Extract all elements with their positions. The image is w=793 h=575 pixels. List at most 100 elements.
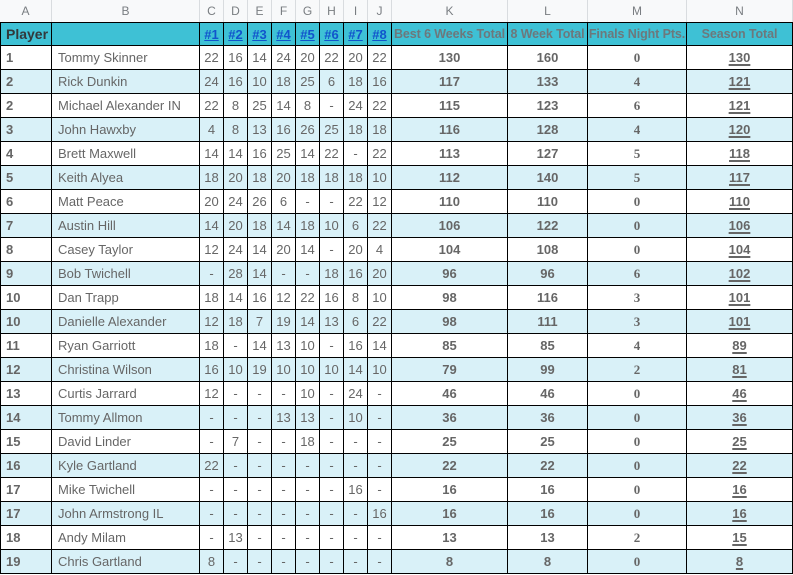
- eight-week-total-cell[interactable]: 128: [508, 118, 588, 142]
- week-2-score-cell[interactable]: 28: [224, 262, 248, 286]
- rank-cell[interactable]: 16: [0, 454, 52, 478]
- player-name-cell[interactable]: Christina Wilson: [52, 358, 200, 382]
- rank-cell[interactable]: 19: [0, 550, 52, 574]
- week-8-score-cell[interactable]: -: [368, 430, 392, 454]
- week-7-score-cell[interactable]: 16: [344, 478, 368, 502]
- week-6-link[interactable]: #6: [320, 22, 344, 46]
- week-8-score-cell[interactable]: -: [368, 454, 392, 478]
- finals-night-pts-cell[interactable]: 0: [588, 430, 687, 454]
- week-3-score-cell[interactable]: -: [248, 406, 272, 430]
- week-8-score-cell[interactable]: 16: [368, 502, 392, 526]
- week-6-score-cell[interactable]: 18: [320, 166, 344, 190]
- week-3-score-cell[interactable]: -: [248, 382, 272, 406]
- week-8-score-cell[interactable]: 10: [368, 166, 392, 190]
- season-total-cell[interactable]: 15: [687, 526, 793, 550]
- week-2-score-cell[interactable]: 16: [224, 70, 248, 94]
- week-4-score-cell[interactable]: 6: [272, 190, 296, 214]
- week-7-score-cell[interactable]: -: [344, 550, 368, 574]
- player-name-cell[interactable]: Michael Alexander IN: [52, 94, 200, 118]
- best-6-weeks-total-cell[interactable]: 117: [392, 70, 508, 94]
- week-1-score-cell[interactable]: 16: [200, 358, 224, 382]
- week-1-score-cell[interactable]: -: [200, 478, 224, 502]
- week-8-score-cell[interactable]: 14: [368, 334, 392, 358]
- rank-cell[interactable]: 17: [0, 502, 52, 526]
- week-7-score-cell[interactable]: 10: [344, 406, 368, 430]
- week-5-score-cell[interactable]: 14: [296, 310, 320, 334]
- column-letter-B[interactable]: B: [52, 0, 200, 22]
- week-6-score-cell[interactable]: -: [320, 550, 344, 574]
- rank-cell[interactable]: 2: [0, 70, 52, 94]
- week-2-score-cell[interactable]: 24: [224, 238, 248, 262]
- eight-week-total-cell[interactable]: 122: [508, 214, 588, 238]
- week-1-score-cell[interactable]: 18: [200, 286, 224, 310]
- header-8-week-total[interactable]: 8 Week Total: [508, 22, 588, 46]
- eight-week-total-cell[interactable]: 123: [508, 94, 588, 118]
- best-6-weeks-total-cell[interactable]: 8: [392, 550, 508, 574]
- best-6-weeks-total-cell[interactable]: 115: [392, 94, 508, 118]
- week-2-score-cell[interactable]: 8: [224, 94, 248, 118]
- finals-night-pts-cell[interactable]: 0: [588, 190, 687, 214]
- week-4-score-cell[interactable]: 12: [272, 286, 296, 310]
- eight-week-total-cell[interactable]: 36: [508, 406, 588, 430]
- eight-week-total-cell[interactable]: 110: [508, 190, 588, 214]
- week-7-score-cell[interactable]: 6: [344, 310, 368, 334]
- week-8-score-cell[interactable]: 10: [368, 286, 392, 310]
- week-2-score-cell[interactable]: -: [224, 550, 248, 574]
- season-total-cell[interactable]: 36: [687, 406, 793, 430]
- rank-cell[interactable]: 13: [0, 382, 52, 406]
- rank-cell[interactable]: 12: [0, 358, 52, 382]
- header-finals-night-pts[interactable]: Finals Night Pts.: [588, 22, 687, 46]
- finals-night-pts-cell[interactable]: 5: [588, 166, 687, 190]
- best-6-weeks-total-cell[interactable]: 98: [392, 286, 508, 310]
- finals-night-pts-cell[interactable]: 0: [588, 478, 687, 502]
- week-7-link[interactable]: #7: [344, 22, 368, 46]
- week-7-score-cell[interactable]: 24: [344, 94, 368, 118]
- best-6-weeks-total-cell[interactable]: 116: [392, 118, 508, 142]
- week-8-score-cell[interactable]: 22: [368, 94, 392, 118]
- week-3-score-cell[interactable]: 10: [248, 70, 272, 94]
- season-total-cell[interactable]: 101: [687, 310, 793, 334]
- best-6-weeks-total-cell[interactable]: 96: [392, 262, 508, 286]
- week-8-score-cell[interactable]: 20: [368, 262, 392, 286]
- week-3-score-cell[interactable]: 19: [248, 358, 272, 382]
- week-6-score-cell[interactable]: 10: [320, 358, 344, 382]
- week-2-score-cell[interactable]: 24: [224, 190, 248, 214]
- week-5-score-cell[interactable]: 20: [296, 46, 320, 70]
- week-7-score-cell[interactable]: -: [344, 502, 368, 526]
- week-4-score-cell[interactable]: 25: [272, 142, 296, 166]
- player-name-cell[interactable]: David Linder: [52, 430, 200, 454]
- finals-night-pts-cell[interactable]: 4: [588, 70, 687, 94]
- eight-week-total-cell[interactable]: 16: [508, 502, 588, 526]
- week-5-score-cell[interactable]: 18: [296, 430, 320, 454]
- header-player-label[interactable]: Player: [0, 22, 52, 46]
- week-5-score-cell[interactable]: -: [296, 526, 320, 550]
- week-5-score-cell[interactable]: 26: [296, 118, 320, 142]
- week-5-score-cell[interactable]: 18: [296, 214, 320, 238]
- week-2-score-cell[interactable]: 14: [224, 286, 248, 310]
- week-6-score-cell[interactable]: 13: [320, 310, 344, 334]
- eight-week-total-cell[interactable]: 13: [508, 526, 588, 550]
- week-1-score-cell[interactable]: -: [200, 430, 224, 454]
- week-5-score-cell[interactable]: -: [296, 502, 320, 526]
- finals-night-pts-cell[interactable]: 0: [588, 406, 687, 430]
- week-1-score-cell[interactable]: 14: [200, 214, 224, 238]
- week-3-link[interactable]: #3: [248, 22, 272, 46]
- week-1-score-cell[interactable]: 4: [200, 118, 224, 142]
- season-total-cell[interactable]: 106: [687, 214, 793, 238]
- week-5-score-cell[interactable]: -: [296, 478, 320, 502]
- week-5-score-cell[interactable]: -: [296, 454, 320, 478]
- finals-night-pts-cell[interactable]: 2: [588, 526, 687, 550]
- season-total-cell[interactable]: 121: [687, 94, 793, 118]
- week-6-score-cell[interactable]: 22: [320, 46, 344, 70]
- week-2-score-cell[interactable]: 13: [224, 526, 248, 550]
- best-6-weeks-total-cell[interactable]: 16: [392, 478, 508, 502]
- eight-week-total-cell[interactable]: 8: [508, 550, 588, 574]
- rank-cell[interactable]: 8: [0, 238, 52, 262]
- player-name-cell[interactable]: Andy Milam: [52, 526, 200, 550]
- player-name-cell[interactable]: Tommy Allmon: [52, 406, 200, 430]
- best-6-weeks-total-cell[interactable]: 112: [392, 166, 508, 190]
- week-2-score-cell[interactable]: -: [224, 478, 248, 502]
- best-6-weeks-total-cell[interactable]: 22: [392, 454, 508, 478]
- best-6-weeks-total-cell[interactable]: 85: [392, 334, 508, 358]
- season-total-cell[interactable]: 89: [687, 334, 793, 358]
